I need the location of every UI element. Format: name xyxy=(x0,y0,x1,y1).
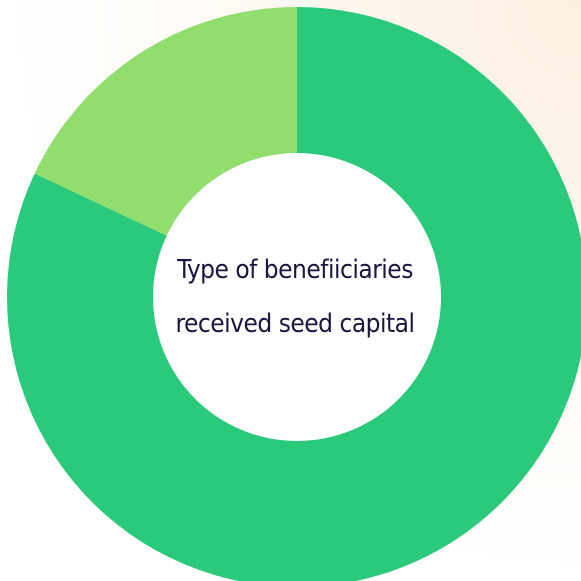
chart-title-line-2: received seed capital xyxy=(175,309,415,339)
chart-title-line-1: Type of benefiiciaries xyxy=(177,255,413,285)
chart-title: Type of benefiiciaries received seed cap… xyxy=(150,243,440,351)
donut-slice-1 xyxy=(7,7,581,581)
donut-hole xyxy=(153,153,441,441)
